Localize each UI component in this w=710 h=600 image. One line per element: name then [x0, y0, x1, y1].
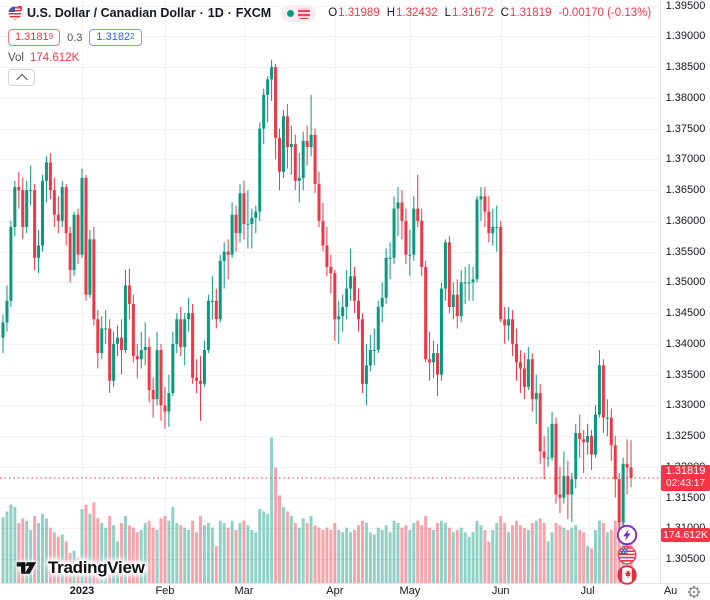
- price-tick-label: 1.36500: [665, 184, 706, 197]
- close-label: C: [500, 7, 509, 19]
- high-value: 1.32432: [396, 7, 438, 19]
- price-tick-label: 1.39500: [665, 0, 706, 12]
- high-label: H: [386, 7, 396, 19]
- price-tick-label: 1.37500: [665, 122, 706, 135]
- volume-study-value: 174.612K: [30, 52, 80, 64]
- time-tick-label: Mar: [234, 585, 254, 597]
- title-separator: ·: [199, 6, 204, 20]
- sell-bid-button[interactable]: 1.31819: [8, 29, 61, 46]
- last-price-label: 1.31819 02:43:17: [661, 465, 710, 491]
- canada-flag-badge-icon: [617, 565, 637, 585]
- last-price-value: 1.31819: [665, 465, 706, 477]
- price-tick-label: 1.32500: [665, 430, 706, 443]
- time-axis-separator: [0, 583, 710, 584]
- ask-price: 1.3182: [96, 31, 131, 43]
- title-separator: ·: [227, 6, 232, 20]
- price-axis[interactable]: 1.31819 02:43:17 174.612K 1.39500 1.39000…: [661, 0, 710, 583]
- buy-ask-button[interactable]: 1.31822: [89, 29, 142, 46]
- us-flag-badge-icon: [617, 545, 637, 565]
- chart-legend: U.S. Dollar / Canadian Dollar · 1D · FXC…: [8, 4, 651, 86]
- time-tick-label: Au: [663, 585, 678, 597]
- price-tick-label: 1.36000: [665, 214, 706, 227]
- price-tick-label: 1.30500: [665, 553, 706, 566]
- open-label: O: [328, 7, 338, 19]
- volume-value-label: 174.612K: [661, 528, 710, 542]
- time-tick-label: Feb: [155, 585, 175, 597]
- delayed-data-badge-icon: [298, 7, 311, 19]
- price-tick-label: 1.39000: [665, 30, 706, 43]
- volume-tag-text: 174.612K: [663, 529, 708, 541]
- volume-study-legend: Vol 174.612K: [8, 52, 651, 64]
- legend-collapse-button[interactable]: [8, 69, 35, 86]
- open-value: 1.31989: [338, 7, 380, 19]
- exchange-label[interactable]: FXCM: [235, 6, 272, 20]
- price-axis-separator: [660, 0, 661, 584]
- ohlc-readout: O 1.31989 H 1.32432 L 1.31672 C 1.31819 -0.0…: [328, 7, 651, 19]
- price-tick-label: 1.33500: [665, 368, 706, 381]
- bid-price-fraction: 9: [48, 32, 54, 41]
- instrument-badges: [616, 524, 638, 586]
- price-tick-label: 1.35500: [665, 245, 706, 258]
- tradingview-logo-text: TradingView: [48, 558, 145, 577]
- price-tick-label: 1.34000: [665, 337, 706, 350]
- time-tick-label: Apr: [326, 585, 344, 597]
- price-tick-label: 1.37000: [665, 153, 706, 166]
- close-value: 1.31819: [509, 7, 552, 19]
- bar-countdown: 02:43:17: [666, 478, 705, 489]
- time-tick-label: 2023: [69, 585, 95, 597]
- volume-study-label: Vol: [8, 52, 24, 64]
- time-tick-label: Jul: [580, 585, 595, 597]
- bid-price: 1.3181: [15, 31, 49, 43]
- time-tick-label: May: [399, 585, 421, 597]
- time-tick-label: Jun: [491, 585, 510, 597]
- price-tick-label: 1.33000: [665, 399, 706, 412]
- lightning-badge-icon: [616, 524, 638, 546]
- ask-price-fraction: 2: [130, 32, 135, 41]
- time-axis[interactable]: 2023 Feb Mar Apr May Jun Jul Au: [0, 584, 710, 600]
- price-tick-label: 1.38500: [665, 61, 706, 74]
- price-tick-label: 1.35000: [665, 276, 706, 289]
- tradingview-watermark[interactable]: TradingView: [16, 557, 145, 579]
- low-value: 1.31672: [452, 7, 494, 19]
- spread-value: 0.3: [67, 31, 83, 44]
- price-tick-label: 1.34500: [665, 307, 706, 320]
- market-status-pill[interactable]: [281, 4, 317, 22]
- chevron-up-icon: [15, 73, 28, 85]
- low-label: L: [444, 7, 452, 19]
- price-tick-label: 1.31500: [665, 491, 706, 504]
- time-axis-settings-gear-icon[interactable]: [687, 585, 701, 599]
- usd-cad-pair-flag-icon: [8, 6, 22, 20]
- interval-label[interactable]: 1D: [207, 6, 224, 20]
- price-tick-label: 1.38000: [665, 91, 706, 104]
- market-open-dot-icon: [287, 9, 295, 17]
- change-value: -0.00170 (-0.13%): [558, 7, 652, 19]
- price-chart-pane[interactable]: [0, 0, 660, 584]
- tradingview-logo-icon: [16, 562, 37, 574]
- symbol-title[interactable]: U.S. Dollar / Canadian Dollar: [27, 6, 196, 20]
